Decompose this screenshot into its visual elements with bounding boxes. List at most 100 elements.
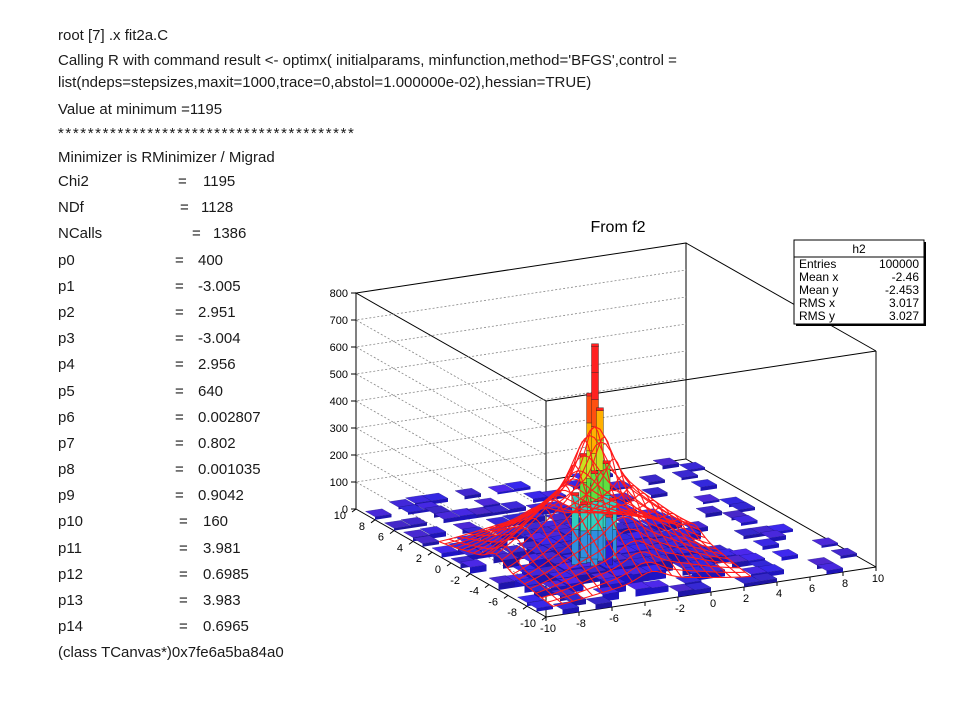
- hist-bin: [433, 511, 461, 520]
- fit-line: [577, 485, 693, 578]
- hist-bin: [816, 562, 844, 571]
- y-tick-mark: [370, 519, 376, 524]
- hist-bin: [728, 501, 756, 511]
- x-tick-label: 4: [776, 588, 782, 600]
- hist-bin: [400, 517, 428, 526]
- stats-value: 3.017: [889, 296, 919, 310]
- peak-cap: [596, 407, 604, 411]
- fit-line: [626, 511, 742, 578]
- param-name: Chi2: [58, 173, 89, 190]
- hist-bin: [750, 573, 778, 582]
- param-name: p7: [58, 434, 75, 452]
- param-value: 0.001035: [198, 461, 261, 479]
- equals-sign: =: [175, 303, 184, 321]
- lego-plot: 0100200300400500600700800-10-8-6-4-20246…: [330, 219, 926, 635]
- param-row: p12 = 0.6985: [58, 563, 798, 589]
- hist-bin: [403, 529, 430, 538]
- param-value: 0.9042: [198, 487, 244, 505]
- equals-sign: =: [175, 251, 184, 269]
- param-value: 2.951: [198, 303, 236, 321]
- y-tick-mark: [522, 605, 528, 610]
- param-value: 1128: [201, 199, 234, 217]
- fit-line: [498, 497, 613, 590]
- hist-bin: [517, 594, 544, 603]
- fit-line: [508, 484, 623, 587]
- param-value: 3.983: [203, 592, 241, 609]
- hist-bin-side: [821, 543, 838, 548]
- param-name: p8: [58, 461, 75, 479]
- z-tick-label: 300: [330, 423, 348, 435]
- z-tick-label: 400: [330, 396, 348, 408]
- equals-sign: =: [175, 277, 184, 295]
- hist-bin-side: [497, 489, 514, 495]
- y-tick-mark: [446, 562, 452, 567]
- value-at-minimum: Value at minimum =1195: [58, 101, 223, 118]
- hist-bin-side: [443, 516, 460, 524]
- y-tick-label: 8: [359, 521, 365, 533]
- hist-bin-side: [840, 553, 857, 559]
- hist-bin-side: [694, 587, 711, 595]
- param-name: p10: [58, 513, 84, 531]
- hist-bin-side: [635, 587, 652, 597]
- hist-bin: [454, 488, 482, 497]
- param-row: p9 = 0.9042: [58, 484, 798, 510]
- equals-sign: =: [179, 565, 188, 583]
- hist-bin: [550, 588, 577, 597]
- y-tick-mark: [503, 594, 509, 599]
- x-tick-label: -6: [609, 613, 619, 625]
- param-value: 0.002807: [198, 408, 261, 426]
- fit-line: [438, 541, 554, 607]
- param-row: NDf = 1128: [58, 196, 798, 222]
- hist-bin: [695, 505, 723, 514]
- fit-line: [567, 475, 683, 578]
- hist-bin-side: [493, 510, 510, 516]
- z-tick-label: 200: [330, 450, 348, 462]
- hist-bin-side: [760, 578, 777, 585]
- param-name: NDf: [58, 199, 84, 217]
- equals-sign: =: [175, 382, 184, 400]
- param-row: p1 = -3.005: [58, 275, 798, 301]
- hist-bin: [731, 514, 758, 524]
- param-name: p5: [58, 382, 75, 400]
- hist-bin: [483, 504, 510, 514]
- z-tick-label: 700: [330, 315, 348, 327]
- hist-bin: [752, 538, 780, 547]
- hist-bin: [642, 579, 669, 589]
- hist-bin: [771, 549, 799, 558]
- param-name: p14: [58, 618, 84, 636]
- param-name: p12: [58, 565, 84, 583]
- hist-bin-side: [464, 493, 481, 500]
- hist-bin: [526, 600, 554, 609]
- y-tick-label: 6: [378, 532, 384, 544]
- hist-bin-side: [514, 486, 531, 492]
- y-tick-label: 4: [397, 542, 403, 554]
- hist-bin-side: [651, 492, 668, 499]
- fit-line: [478, 517, 593, 596]
- param-name: NCalls: [58, 225, 103, 243]
- stats-value: -2.453: [885, 283, 919, 297]
- param-value: 1195: [203, 173, 236, 190]
- param-value: 2.956: [198, 356, 236, 374]
- hist-bin-side: [375, 514, 392, 520]
- y-tick-label: -4: [469, 586, 479, 598]
- y-tick-mark: [484, 584, 490, 589]
- param-value: -3.004: [198, 330, 241, 348]
- stats-value: 3.027: [889, 309, 919, 323]
- gridline: [354, 404, 687, 564]
- equals-sign: =: [192, 225, 201, 243]
- hist-bin-side: [781, 554, 798, 561]
- hist-bin: [652, 457, 680, 466]
- param-name: p13: [58, 592, 84, 609]
- param-name: p6: [58, 408, 75, 426]
- param-row: p0 = 400: [58, 249, 798, 275]
- param-value: 160: [203, 513, 229, 531]
- hist-bin: [671, 469, 699, 478]
- fit-line: [458, 535, 574, 602]
- equals-sign: =: [175, 461, 184, 479]
- hist-bin: [738, 552, 766, 562]
- param-row: p5 = 640: [58, 380, 798, 406]
- equals-sign: =: [180, 199, 189, 217]
- fit-parameter-list: Chi2 = 1195 NDf = 1128 NCalls = 1386 p0 = 400 p1 = -3.…: [58, 170, 798, 641]
- x-tick-label: 2: [743, 593, 749, 605]
- y-tick-label: -2: [450, 575, 460, 587]
